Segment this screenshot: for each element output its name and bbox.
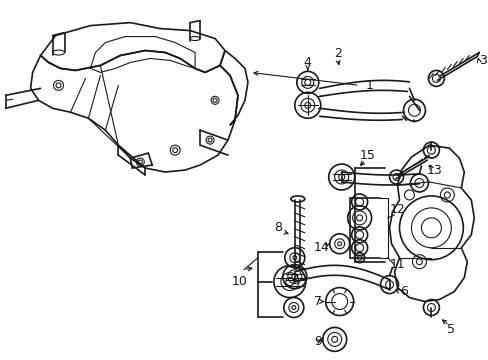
Text: 3: 3	[478, 54, 486, 67]
Text: 6: 6	[400, 285, 407, 298]
Text: 12: 12	[389, 203, 405, 216]
Text: 4: 4	[303, 56, 311, 69]
Text: 7: 7	[313, 295, 321, 308]
Text: 1: 1	[365, 79, 373, 92]
Text: 9: 9	[313, 335, 321, 348]
Text: 10: 10	[232, 275, 247, 288]
Text: 14: 14	[313, 241, 329, 254]
Text: 5: 5	[447, 323, 454, 336]
Text: 13: 13	[426, 163, 441, 176]
Text: 2: 2	[333, 47, 341, 60]
Text: 15: 15	[359, 149, 375, 162]
Text: 11: 11	[389, 258, 405, 271]
Text: 8: 8	[273, 221, 281, 234]
